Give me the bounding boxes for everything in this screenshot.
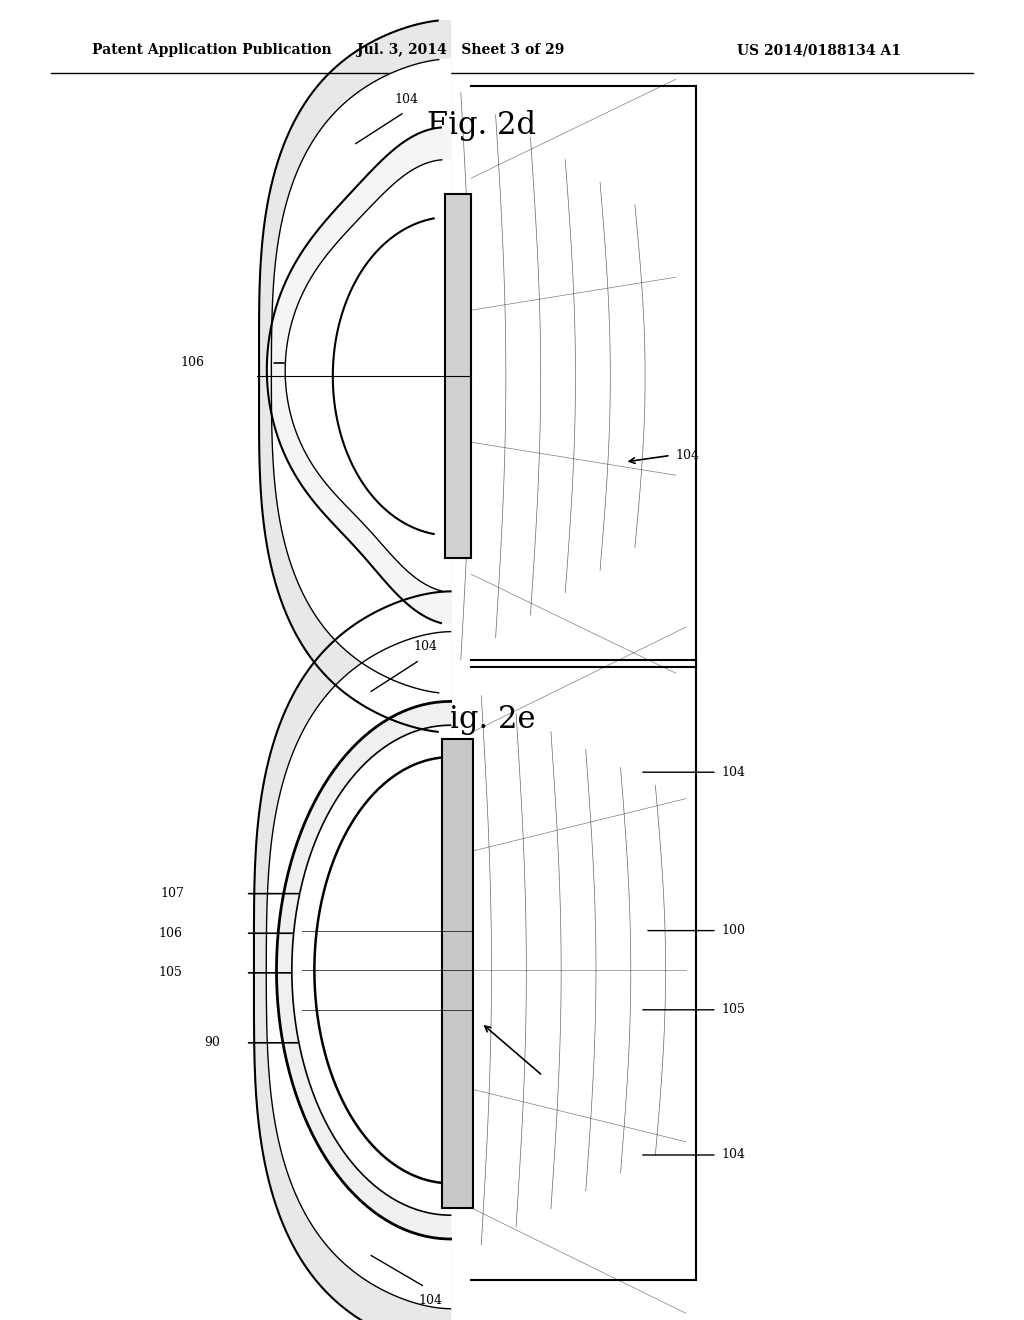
Text: 107: 107 <box>161 887 184 900</box>
Polygon shape <box>267 128 451 623</box>
Text: 90: 90 <box>204 1036 220 1049</box>
Text: 100: 100 <box>722 924 745 937</box>
Text: Fig. 2d: Fig. 2d <box>427 110 536 141</box>
Polygon shape <box>259 21 451 731</box>
Bar <box>445 194 471 558</box>
Polygon shape <box>286 160 451 591</box>
Text: 104: 104 <box>722 766 745 779</box>
Polygon shape <box>266 631 451 1309</box>
Polygon shape <box>292 725 451 1216</box>
Text: 104: 104 <box>413 640 437 653</box>
Text: Jul. 3, 2014   Sheet 3 of 29: Jul. 3, 2014 Sheet 3 of 29 <box>357 44 564 57</box>
Polygon shape <box>276 701 451 1239</box>
Polygon shape <box>333 218 451 535</box>
Text: Patent Application Publication: Patent Application Publication <box>92 44 332 57</box>
Text: Fig. 2e: Fig. 2e <box>428 704 535 735</box>
Polygon shape <box>271 59 451 693</box>
Text: 104: 104 <box>394 92 419 106</box>
Text: 104: 104 <box>418 1294 442 1307</box>
Polygon shape <box>314 758 451 1183</box>
Text: 105: 105 <box>159 966 182 979</box>
Bar <box>442 739 473 1208</box>
Text: 106: 106 <box>181 356 205 370</box>
Text: 104: 104 <box>722 1148 745 1162</box>
Text: 105: 105 <box>722 1003 745 1016</box>
Text: US 2014/0188134 A1: US 2014/0188134 A1 <box>737 44 901 57</box>
Polygon shape <box>254 591 451 1320</box>
Text: 104: 104 <box>676 449 699 462</box>
Text: 106: 106 <box>159 927 182 940</box>
